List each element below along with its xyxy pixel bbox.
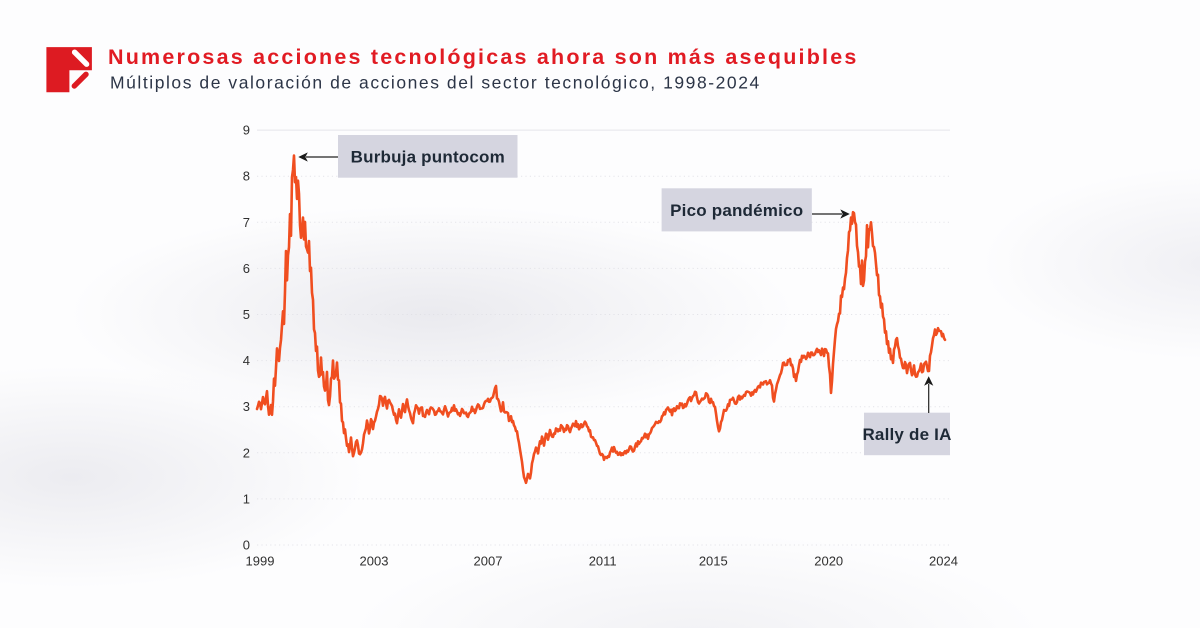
svg-text:1: 1	[243, 491, 250, 506]
svg-text:5: 5	[243, 307, 250, 322]
svg-text:2015: 2015	[699, 554, 728, 569]
svg-text:7: 7	[243, 215, 250, 230]
svg-text:6: 6	[243, 261, 250, 276]
svg-text:0: 0	[243, 538, 250, 553]
svg-text:Rally de IA: Rally de IA	[862, 425, 951, 444]
svg-text:2007: 2007	[474, 554, 503, 569]
svg-text:2024: 2024	[929, 554, 958, 569]
svg-text:8: 8	[243, 169, 250, 184]
svg-text:2003: 2003	[360, 554, 389, 569]
svg-text:Burbuja puntocom: Burbuja puntocom	[351, 148, 505, 167]
svg-text:1999: 1999	[246, 554, 275, 569]
svg-text:Numerosas acciones tecnológica: Numerosas acciones tecnológicas ahora so…	[108, 45, 859, 69]
svg-text:2011: 2011	[589, 554, 617, 569]
svg-text:4: 4	[243, 353, 250, 368]
svg-text:2020: 2020	[814, 554, 843, 569]
svg-text:9: 9	[243, 123, 250, 138]
svg-text:Pico pandémico: Pico pandémico	[670, 201, 803, 220]
svg-text:3: 3	[243, 399, 250, 414]
svg-text:2: 2	[243, 445, 250, 460]
svg-text:Múltiplos de valoración de acc: Múltiplos de valoración de acciones del …	[110, 73, 761, 93]
